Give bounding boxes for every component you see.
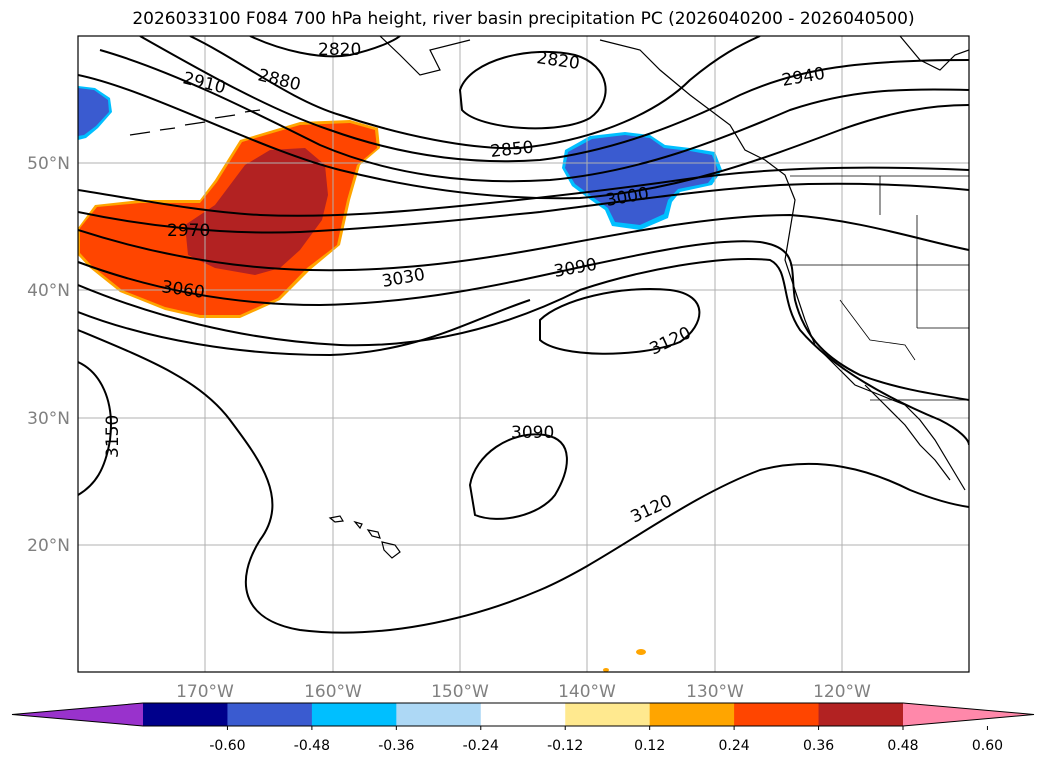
colorbar-segment xyxy=(396,703,482,726)
height-contours xyxy=(78,36,969,634)
lat-label: 50°N xyxy=(27,154,70,174)
lat-label: 30°N xyxy=(27,409,70,429)
contour-3090 xyxy=(78,258,969,446)
colorbar-extend-max xyxy=(903,703,1034,726)
coastlines xyxy=(129,36,969,559)
contour-2940 xyxy=(78,74,969,200)
contour-label: 3120 xyxy=(628,491,676,527)
contour-label: 2820 xyxy=(318,40,361,60)
colorbar-segment xyxy=(818,703,904,726)
contour-label: 3090 xyxy=(552,255,598,282)
colorbar-tick-label: 0.12 xyxy=(634,738,665,754)
colorbar-segment xyxy=(734,703,820,726)
colorbar-tick-label: 0.24 xyxy=(719,738,750,754)
map-area xyxy=(78,36,969,672)
contour-3120-south xyxy=(78,329,969,634)
colorbar-tick-label: -0.24 xyxy=(463,738,499,754)
colorbar-extend-min xyxy=(12,703,143,726)
colorbar-tick-label: -0.48 xyxy=(294,738,330,754)
contour-3120-outer xyxy=(78,299,531,357)
contour-2850 xyxy=(189,36,761,150)
graticule xyxy=(78,36,969,672)
lon-label: 150°W xyxy=(431,682,489,702)
longitude-labels: 170°W 160°W 150°W 140°W 130°W 120°W xyxy=(176,682,871,702)
colorbar-tick-label: 0.36 xyxy=(803,738,834,754)
lon-label: 130°W xyxy=(686,682,744,702)
lon-label: 140°W xyxy=(558,682,616,702)
contour-label: 2880 xyxy=(256,65,303,95)
contour-2820-west xyxy=(249,36,401,58)
colorbar-tick-label: -0.12 xyxy=(547,738,583,754)
colorbar-segment xyxy=(649,703,735,726)
contour-2880 xyxy=(139,36,969,163)
contour-label: 2940 xyxy=(780,64,826,91)
colorbar-segment xyxy=(565,703,651,726)
contour-3030 xyxy=(78,213,969,272)
political-borders xyxy=(790,175,969,401)
colorbar-segment xyxy=(311,703,397,726)
contour-label: 2820 xyxy=(535,48,581,74)
positive-anomaly-speck xyxy=(603,668,609,672)
contour-2970 xyxy=(78,166,969,217)
contour-2820-low xyxy=(458,51,607,130)
contour-label: 3090 xyxy=(511,423,554,443)
colorbar-segment xyxy=(227,703,313,726)
colorbar-outline xyxy=(11,702,1035,727)
lat-label: 20°N xyxy=(27,536,70,556)
map-title: 2026033100 F084 700 hPa height, river ba… xyxy=(132,9,915,29)
contour-label: 2850 xyxy=(489,138,534,162)
strong-positive-anomaly-region xyxy=(185,148,328,275)
contour-3060 xyxy=(78,240,969,401)
colorbar: -0.60 -0.48 -0.36 -0.24 -0.12 0.12 0.24 0.36 0.4… xyxy=(11,702,1035,754)
colorbar-tick-label: 0.48 xyxy=(887,738,918,754)
colorbar-tick-label: -0.36 xyxy=(378,738,414,754)
contour-label: 2910 xyxy=(181,68,228,98)
contour-label: 2970 xyxy=(167,221,210,241)
contour-3090-closed xyxy=(468,433,568,520)
contour-3000 xyxy=(78,182,969,234)
map-frame xyxy=(77,35,970,673)
negative-anomaly-region xyxy=(565,135,718,225)
colorbar-segment xyxy=(480,703,566,726)
lon-label: 170°W xyxy=(176,682,234,702)
precip-anomaly-shading xyxy=(78,86,722,672)
contour-3150 xyxy=(78,361,112,496)
lat-label: 40°N xyxy=(27,281,70,301)
latitude-labels: 50°N 40°N 30°N 20°N xyxy=(27,154,70,556)
positive-anomaly-speck xyxy=(636,649,646,655)
lon-label: 160°W xyxy=(304,682,362,702)
negative-anomaly-region xyxy=(78,88,109,136)
colorbar-segment xyxy=(143,703,228,726)
contour-3120-closed xyxy=(539,288,701,355)
colorbar-tick-label: -0.60 xyxy=(209,738,245,754)
lon-label: 120°W xyxy=(813,682,871,702)
contour-label: 3150 xyxy=(103,415,123,458)
colorbar-tick-label: 0.60 xyxy=(972,738,1003,754)
contour-2910 xyxy=(99,49,969,183)
contour-label: 3120 xyxy=(647,323,695,359)
